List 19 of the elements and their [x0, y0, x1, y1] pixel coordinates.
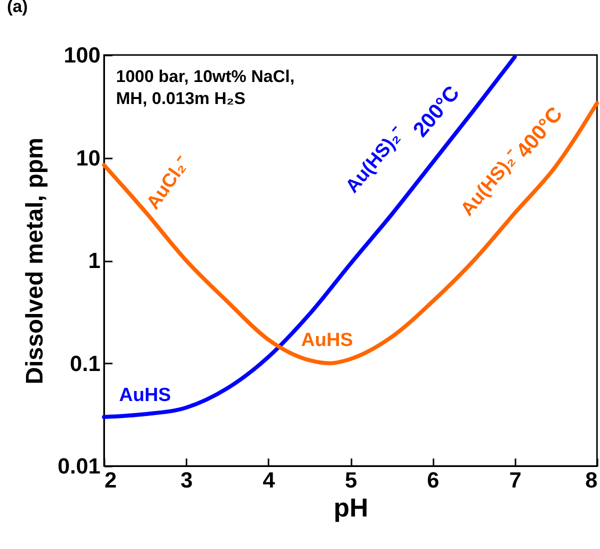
y-tick-label: 0.01 — [58, 454, 100, 478]
annotation: AuHS — [119, 385, 171, 406]
line-series — [102, 54, 517, 419]
annotation: AuHS — [301, 330, 353, 351]
y-tick-label: 100 — [64, 42, 100, 68]
y-tick-label: 0.1 — [70, 350, 100, 376]
y-tick-label: 10 — [76, 145, 100, 170]
x-tick-label: 2 — [104, 468, 117, 492]
x-tick-label: 5 — [344, 468, 358, 492]
y-axis-title: Dissolved metal, ppm — [22, 138, 49, 384]
x-tick-label: 6 — [427, 468, 440, 492]
x-tick-label: 4 — [262, 468, 276, 492]
annotation: 1000 bar, 10wt% NaCl, MH, 0.013m H₂S — [116, 67, 295, 108]
x-tick-label: 8 — [585, 468, 598, 492]
x-tick-label: 3 — [180, 468, 193, 492]
chart-title: (a) — [7, 0, 28, 16]
x-tick-label: 7 — [509, 468, 522, 492]
y-tick-label: 1 — [88, 248, 100, 273]
x-axis-title: pH — [334, 492, 368, 522]
